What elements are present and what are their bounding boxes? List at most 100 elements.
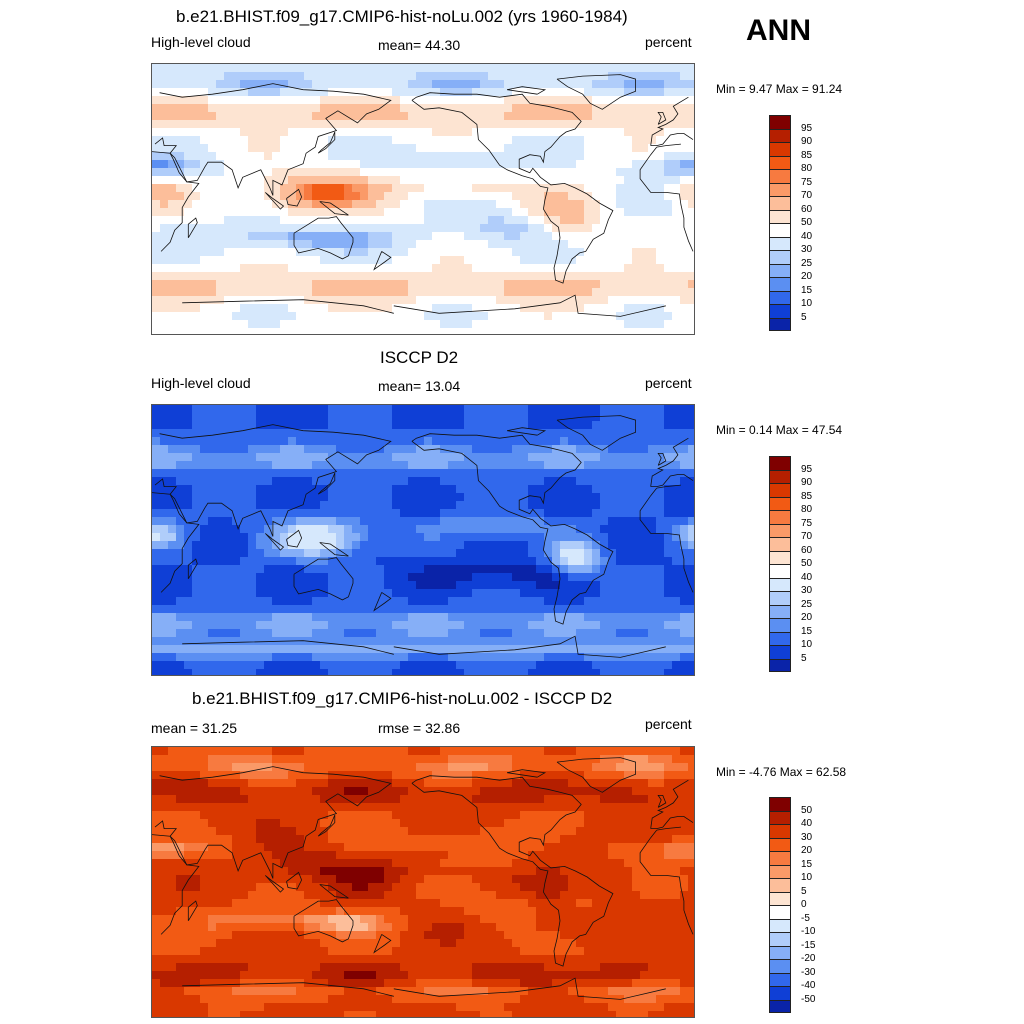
coastline	[187, 558, 198, 580]
coastline	[182, 299, 394, 314]
coastline	[411, 775, 614, 967]
coastline	[556, 757, 637, 793]
colorbar-tick-label: 0	[801, 899, 807, 910]
colorbar-swatch	[769, 236, 791, 250]
panel1-title: b.e21.BHIST.f09_g17.CMIP6-hist-noLu.002 …	[176, 7, 628, 26]
panel1-units-label: percent	[645, 34, 692, 50]
season-label: ANN	[746, 14, 811, 47]
colorbar-tick-label: 70	[801, 190, 813, 201]
colorbar-tick-label: 90	[801, 477, 813, 488]
colorbar-swatch	[769, 304, 791, 318]
colorbar-tick-label: 5	[801, 652, 807, 664]
coastline	[373, 251, 392, 271]
coastline	[317, 131, 336, 154]
coastline	[639, 487, 694, 593]
colorbar-tick-label: 15	[801, 858, 813, 870]
colorbar-tick-label: 60	[801, 544, 813, 556]
coastline	[393, 294, 666, 317]
colorbar-swatch	[769, 317, 791, 331]
colorbar-tick-label: 90	[801, 136, 813, 147]
panel3-minmax: Min = -4.76 Max = 62.58	[716, 765, 847, 779]
colorbar-swatch	[769, 155, 791, 169]
colorbar-tick-label: 30	[801, 831, 813, 843]
panel2-variable-label: High-level cloud	[151, 375, 251, 391]
coastline	[639, 146, 694, 252]
colorbar-swatch	[769, 277, 791, 291]
coastline	[656, 143, 681, 148]
coastline	[319, 201, 349, 216]
colorbar-swatch	[769, 932, 791, 946]
colorbar-tick-label: 15	[801, 284, 813, 296]
colorbar-tick-label: 5	[801, 311, 807, 323]
colorbar-swatch	[769, 837, 791, 851]
coastline	[650, 437, 689, 487]
colorbar-swatch	[769, 986, 791, 1000]
coastline	[650, 816, 694, 829]
panel2-map	[151, 404, 695, 676]
colorbar-tick-label: 25	[801, 598, 813, 610]
colorbar-tick-label: 60	[801, 203, 813, 215]
colorbar-tick-label: 30	[801, 244, 813, 255]
colorbar-swatch	[769, 810, 791, 824]
colorbar-swatch	[769, 645, 791, 659]
coastline	[507, 427, 547, 436]
colorbar-tick-label: 20	[801, 845, 813, 856]
colorbar-swatch	[769, 456, 791, 470]
colorbar-tick-label: 85	[801, 149, 813, 161]
coastline	[265, 875, 285, 893]
coastline	[317, 814, 336, 837]
panel2-title: ISCCP D2	[380, 348, 459, 367]
colorbar-tick-label: 70	[801, 531, 813, 542]
colorbar-swatch	[769, 142, 791, 156]
colorbar-tick-label: 95	[801, 463, 813, 475]
coastline	[293, 216, 354, 260]
colorbar-swatch	[769, 797, 791, 811]
colorbar-swatch	[769, 523, 791, 537]
coastline	[187, 900, 198, 922]
panel3-colorbar	[769, 797, 791, 1013]
colorbar-tick-label: -40	[801, 980, 816, 991]
coastline	[152, 834, 200, 935]
colorbar-tick-label: -15	[801, 939, 816, 951]
coastline	[373, 934, 392, 954]
colorbar-tick-label: 30	[801, 585, 813, 596]
colorbar-swatch	[769, 564, 791, 578]
coastline	[182, 982, 394, 997]
panel1-map	[151, 63, 695, 335]
panel3-units-label: percent	[645, 716, 692, 732]
colorbar-tick-label: 40	[801, 571, 813, 583]
colorbar-tick-label: 50	[801, 217, 813, 228]
colorbar-tick-label: 40	[801, 818, 813, 829]
panel3-mean-label: mean = 31.25	[151, 720, 238, 736]
panel1-colorbar	[769, 115, 791, 331]
coastline	[657, 795, 667, 808]
colorbar-swatch	[769, 999, 791, 1013]
coastline	[656, 826, 681, 831]
coastline	[286, 529, 303, 548]
colorbar-swatch	[769, 169, 791, 183]
colorbar-tick-label: -50	[801, 993, 816, 1005]
coastline	[319, 884, 349, 899]
colorbar-swatch	[769, 631, 791, 645]
colorbar-swatch	[769, 469, 791, 483]
coastline	[556, 74, 637, 110]
colorbar-swatch	[769, 483, 791, 497]
colorbar-swatch	[769, 577, 791, 591]
colorbar-swatch	[769, 496, 791, 510]
panel2-minmax: Min = 0.14 Max = 47.54	[716, 423, 843, 437]
colorbar-tick-label: -20	[801, 953, 816, 964]
coastline	[650, 779, 689, 829]
coastline	[286, 871, 303, 890]
colorbar-tick-label: 50	[801, 558, 813, 569]
colorbar-tick-label: 25	[801, 257, 813, 269]
colorbar-swatch	[769, 918, 791, 932]
colorbar-swatch	[769, 618, 791, 632]
coastline	[182, 640, 394, 655]
panel2-mean-label: mean= 13.04	[378, 378, 461, 394]
colorbar-tick-label: 10	[801, 298, 813, 309]
panel2-colorbar	[769, 456, 791, 672]
colorbar-tick-label: 10	[801, 872, 813, 883]
colorbar-swatch	[769, 128, 791, 142]
coastline	[411, 433, 614, 625]
colorbar-tick-label: -5	[801, 912, 810, 924]
